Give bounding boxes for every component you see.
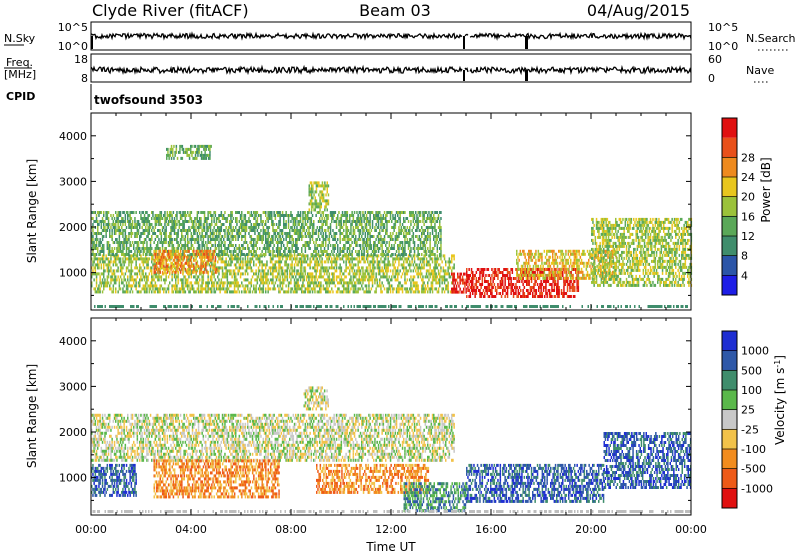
xtick-label: 20:00 — [575, 523, 607, 536]
colorbar-tick: -500 — [741, 463, 766, 476]
colorbar-swatch — [722, 255, 737, 276]
nsky-right-top: 10^5 — [708, 21, 738, 34]
date-title: 04/Aug/2015 — [587, 1, 690, 20]
colorbar-tick: 1000 — [741, 345, 769, 358]
colorbar-swatch — [722, 177, 737, 197]
colorbar-swatch — [722, 449, 737, 469]
band-0-3 — [308, 181, 330, 212]
band-0-1 — [91, 211, 442, 256]
nsearch-label: N.Search — [746, 32, 796, 45]
band-0-0 — [91, 254, 455, 294]
nave-right-top: 60 — [708, 53, 722, 66]
ytick-label: 2000 — [59, 221, 87, 234]
band-0-8 — [166, 144, 212, 160]
velocity-ylabel: Slant Range [km] — [25, 364, 39, 468]
xtick-label: 16:00 — [475, 523, 507, 536]
colorbar-swatch — [722, 429, 737, 449]
freq-label: Freq. — [6, 56, 33, 69]
ground-scatter-0 — [94, 305, 688, 308]
band-1-4 — [403, 482, 468, 513]
ytick-label: 1000 — [59, 267, 87, 280]
colorbar-swatch — [722, 196, 737, 217]
colorbar-tick: 24 — [741, 171, 755, 184]
freq-left-bottom: 8 — [81, 72, 88, 85]
ytick-label: 1000 — [59, 472, 87, 485]
colorbar-tick: -25 — [741, 423, 759, 436]
colorbar-swatch — [722, 409, 737, 430]
xlabel: Time UT — [365, 540, 416, 554]
colorbar-swatch — [722, 157, 737, 177]
colorbar-tick: 28 — [741, 151, 755, 164]
nave-label: Nave — [746, 64, 774, 77]
cpid-value: twofsound 3503 — [94, 93, 203, 107]
band-1-1 — [91, 463, 137, 497]
colorbar-tick: 16 — [741, 210, 755, 223]
power-yaxis: 1000 2000 3000 4000 — [59, 130, 691, 296]
colorbar-tick: -1000 — [741, 482, 773, 495]
colorbar-tick: 8 — [741, 250, 748, 263]
nsky-right-bottom: 10^0 — [708, 40, 738, 53]
nsky-trace — [90, 31, 692, 49]
power-heatmap — [91, 144, 693, 308]
ytick-label: 4000 — [59, 335, 87, 348]
band-0-2 — [153, 249, 218, 274]
ground-scatter-1 — [92, 510, 691, 513]
xtick-label: 00:00 — [675, 523, 707, 536]
nsky-left-bottom: 10^0 — [58, 40, 88, 53]
freq-left-top: 18 — [74, 53, 88, 66]
station-title: Clyde River (fitACF) — [92, 1, 249, 20]
beam-title: Beam 03 — [359, 1, 431, 20]
colorbar-tick: -100 — [741, 443, 766, 456]
velocity-colorbar: -1000 -500 -100 -25 25 100 500 1000 — [721, 330, 773, 509]
xtick-label: 04:00 — [175, 523, 207, 536]
band-0-5 — [466, 268, 580, 298]
band-1-6 — [603, 432, 692, 489]
band-1-0 — [91, 413, 455, 462]
time-axis: 00:00 04:00 08:00 12:00 16:00 20:00 00:00 — [75, 113, 707, 536]
band-0-7 — [591, 217, 693, 287]
band-0-4 — [451, 272, 467, 294]
colorbar-swatch — [722, 216, 737, 236]
colorbar-tick: 20 — [741, 191, 755, 204]
xtick-label: 08:00 — [275, 523, 307, 536]
freq-unit: [MHz] — [4, 68, 36, 81]
velocity-heatmap — [91, 386, 692, 513]
colorbar-swatch — [722, 275, 737, 295]
colorbar-swatch — [722, 350, 737, 371]
colorbar-swatch — [722, 488, 737, 508]
colorbar-swatch — [722, 468, 737, 489]
nsky-label: N.Sky — [4, 32, 36, 45]
cpid-label: CPID — [6, 90, 35, 103]
band-1-7 — [303, 386, 329, 411]
freq-trace — [90, 64, 692, 81]
ytick-label: 3000 — [59, 380, 87, 393]
colorbar-swatch — [722, 137, 737, 158]
colorbar-swatch — [722, 236, 737, 256]
ytick-label: 3000 — [59, 175, 87, 188]
velocity-yaxis: 1000 2000 3000 4000 — [59, 335, 691, 501]
colorbar-swatch — [722, 118, 737, 138]
colorbar-tick: 4 — [741, 269, 748, 282]
xtick-label: 12:00 — [375, 523, 407, 536]
colorbar-tick: 100 — [741, 384, 762, 397]
ytick-label: 2000 — [59, 426, 87, 439]
colorbar-swatch — [722, 370, 737, 390]
power-colorbar-label: Power [dB] — [759, 157, 773, 222]
colorbar-tick: 12 — [741, 230, 755, 243]
nave-right-bottom: 0 — [708, 72, 715, 85]
colorbar-swatch — [722, 331, 737, 351]
xtick-label: 00:00 — [75, 523, 107, 536]
velocity-colorbar-label: Velocity [m s-1] — [773, 355, 788, 445]
band-1-2 — [153, 459, 280, 499]
power-ylabel: Slant Range [km] — [25, 159, 39, 263]
colorbar-tick: 25 — [741, 404, 755, 417]
colorbar-swatch — [722, 390, 737, 410]
nsky-left-top: 10^5 — [58, 21, 88, 34]
colorbar-tick: 500 — [741, 364, 762, 377]
band-1-5 — [466, 463, 605, 503]
power-colorbar: 4 8 12 16 20 24 28 — [721, 117, 755, 296]
ytick-label: 4000 — [59, 130, 87, 143]
